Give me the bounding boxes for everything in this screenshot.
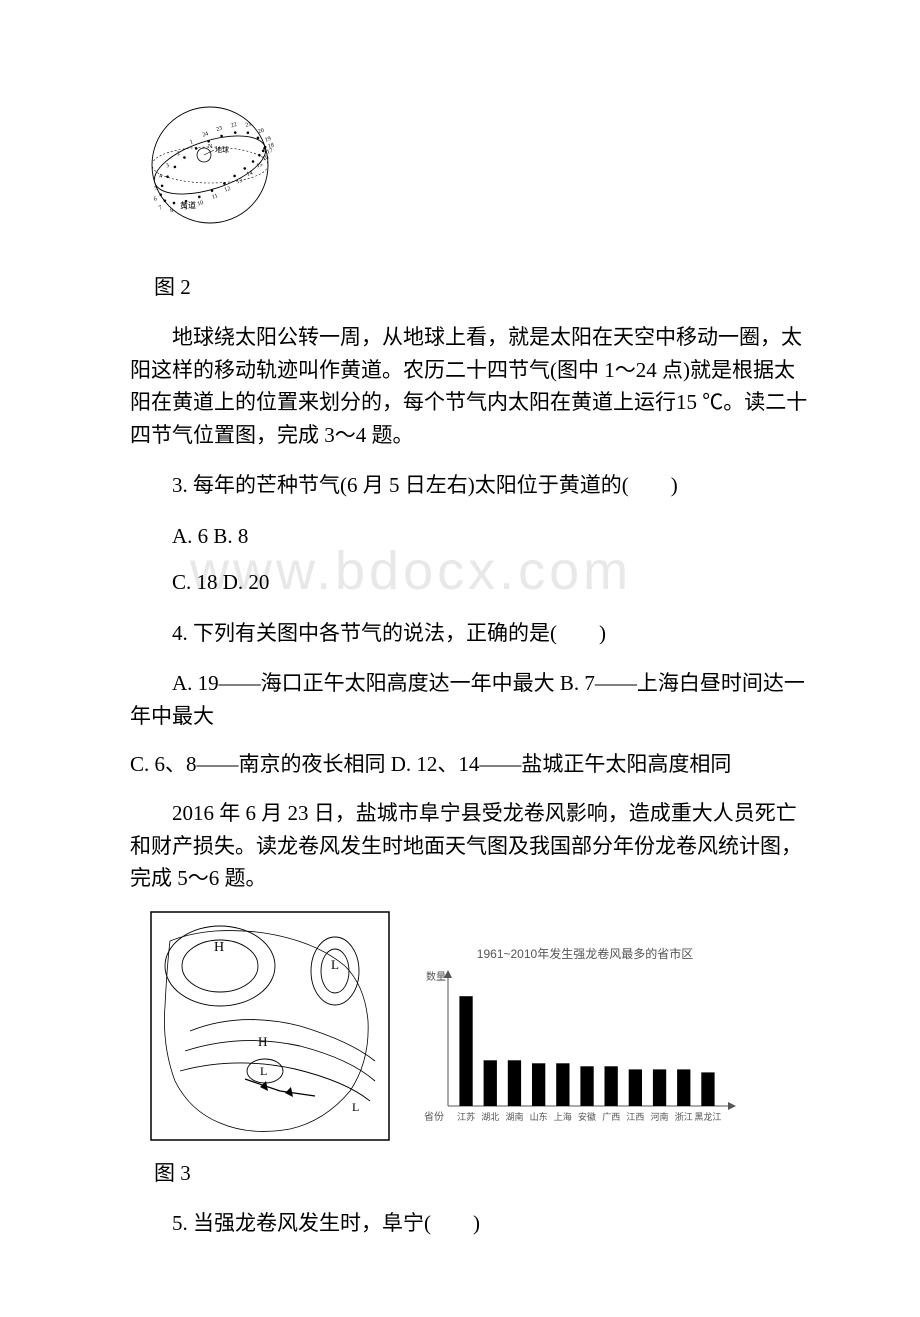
svg-text:6: 6 [153,196,158,203]
chart-tick-label: 上海 [554,1111,572,1122]
svg-text:24: 24 [202,131,210,139]
svg-text:3: 3 [165,163,170,170]
chart-tick-label: 山东 [530,1111,548,1122]
chart-bar [629,1069,642,1106]
question-4-opts-1: A. 19——海口正午太阳高度达一年中最大 B. 7——上海白昼时间达一年中最大 [130,667,810,732]
chart-tick-label: 湖南 [505,1111,523,1122]
svg-text:20: 20 [257,128,265,136]
chart-bar [532,1063,545,1106]
svg-text:1: 1 [189,139,194,146]
huangdao-label: 黄道 [180,200,196,210]
svg-text:8: 8 [170,208,175,215]
figure-3-row: H L H L L 1961~2010年发生强龙卷风最多的省市区 数量 [150,911,810,1141]
chart-tick-label: 浙江 [675,1111,693,1122]
chart-y-label: 数量 [426,970,446,983]
question-3-opts-1: A. 6 B. 8 [130,520,810,553]
chart-bar [677,1069,690,1106]
svg-text:21: 21 [245,121,253,129]
weather-l-label-1: L [331,957,339,972]
chart-bar [508,1060,521,1106]
weather-map-svg: H L H L L [150,911,390,1141]
chart-bar [580,1066,593,1106]
svg-text:14: 14 [246,170,254,178]
chart-tick-label: 广西 [602,1111,620,1122]
ecliptic-passage: 地球绕太阳公转一周，从地球上看，就是太阳在天空中移动一圈，太阳这样的移动轨迹叫作… [130,321,810,451]
svg-text:12: 12 [224,186,232,194]
ecliptic-svg: 19 20 21 22 23 24 1 2 3 4 5 6 7 8 9 10 1 [130,100,290,240]
tornado-passage: 2016 年 6 月 23 日，盐城市阜宁县受龙卷风影响，造成重大人员死亡和财产… [130,797,810,895]
svg-text:N: N [208,144,213,150]
svg-text:22: 22 [230,122,238,130]
question-3-opts-2: C. 18 D. 20 [130,566,810,599]
figure-3-label: 图 3 [154,1157,810,1187]
svg-text:11: 11 [211,193,218,200]
svg-text:16: 16 [262,155,270,163]
chart-tick-label: 江苏 [457,1111,475,1122]
figure-2-ecliptic: 19 20 21 22 23 24 1 2 3 4 5 6 7 8 9 10 1 [130,100,810,255]
chart-bar [556,1063,569,1106]
svg-text:7: 7 [158,205,163,212]
weather-l-label-3: L [352,1100,359,1114]
svg-text:10: 10 [197,200,205,208]
weather-h-label-2: H [258,1034,267,1049]
svg-text:23: 23 [216,126,224,134]
chart-bar [605,1066,618,1106]
tornado-chart-svg: 数量 省份 江苏湖北湖南山东上海安徽广西江西河南浙江黑龙江 [420,966,740,1136]
chart-tick-label: 湖北 [481,1112,499,1122]
svg-text:5: 5 [154,185,159,192]
tornado-chart-title: 1961~2010年发生强龙卷风最多的省市区 [420,945,750,962]
chart-tick-label: 河南 [650,1111,668,1122]
chart-bar [653,1069,666,1106]
chart-bar [484,1060,497,1106]
weather-h-label: H [214,940,224,955]
chart-bar [701,1072,714,1106]
question-3-stem: 3. 每年的芒种节气(6 月 5 日左右)太阳位于黄道的( ) [130,469,810,502]
chart-tick-label: 安徽 [578,1111,596,1122]
earth-label: 地球 [215,145,229,154]
chart-tick-label: 黑龙江 [694,1111,721,1122]
chart-bar [459,996,472,1106]
question-4-stem: 4. 下列有关图中各节气的说法，正确的是( ) [130,617,810,650]
weather-l-label-2: L [260,1064,267,1078]
svg-text:13: 13 [236,178,244,186]
svg-text:4: 4 [158,173,163,180]
question-5-stem: 5. 当强龙卷风发生时，阜宁( ) [130,1207,810,1240]
svg-text:15: 15 [256,162,264,170]
svg-text:18: 18 [267,142,275,150]
tornado-chart-block: 1961~2010年发生强龙卷风最多的省市区 数量 省份 江苏湖北湖南山东上海安… [420,945,750,1141]
figure-2-label: 图 2 [154,271,810,301]
question-4-opts-2: C. 6、8——南京的夜长相同 D. 12、14——盐城正午太阳高度相同 [130,748,810,781]
chart-x-label: 省份 [424,1110,444,1123]
chart-tick-label: 江西 [626,1112,644,1122]
